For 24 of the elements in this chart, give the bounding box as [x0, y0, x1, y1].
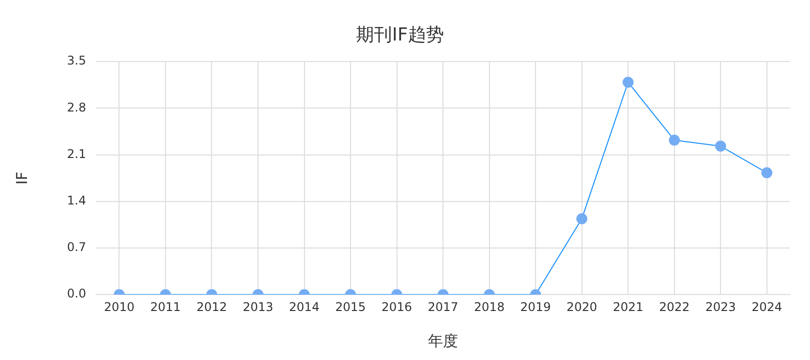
- x-tick-label: 2011: [150, 300, 181, 314]
- y-tick-label: 0.7: [66, 240, 86, 254]
- x-axis-title: 年度: [428, 332, 458, 350]
- x-tick-label: 2010: [104, 300, 134, 314]
- x-tick-label: 2024: [752, 300, 782, 314]
- x-tick-label: 2018: [474, 300, 505, 314]
- y-tick-label: 0.0: [66, 286, 86, 301]
- x-tick-label: 2014: [288, 300, 320, 314]
- x-tick-label: 2019: [520, 300, 551, 314]
- y-tick-label: 1.4: [66, 194, 86, 208]
- x-tick-label: 2022: [659, 300, 690, 314]
- x-tick-label: 2017: [428, 300, 458, 314]
- x-tick-label: 2016: [382, 300, 412, 314]
- x-tick-label: 2023: [705, 300, 736, 314]
- x-tick-label: 2013: [242, 300, 274, 314]
- y-tick-label: 2.8: [66, 100, 86, 114]
- x-tick-label: 2020: [566, 300, 598, 314]
- x-tick-label: 2012: [196, 300, 228, 314]
- y-tick-label: 3.5: [66, 54, 86, 68]
- y-tick-label: 2.1: [66, 146, 86, 161]
- x-tick-label: 2021: [612, 300, 644, 314]
- x-tick-label: 2015: [335, 300, 366, 314]
- y-axis-title: IF: [12, 172, 31, 185]
- chart-title: 期刊IF趋势: [356, 24, 444, 46]
